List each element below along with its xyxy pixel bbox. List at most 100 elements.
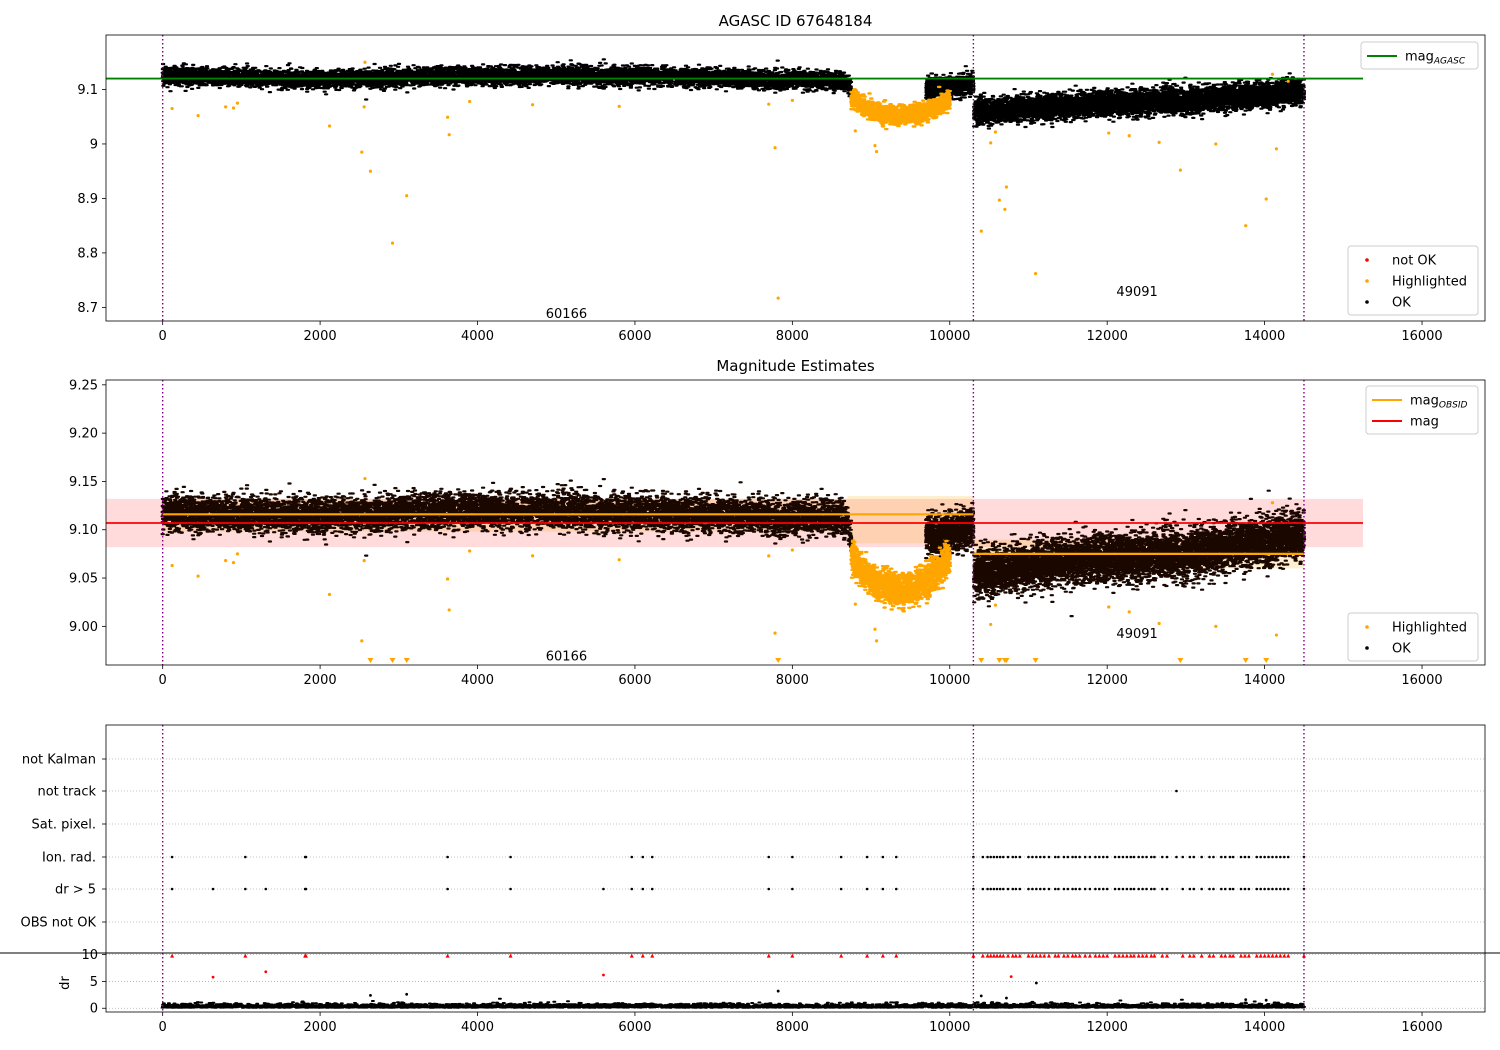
- highlighted-point: [1274, 147, 1279, 151]
- flag-point: [1255, 887, 1259, 891]
- flag-point: [1018, 855, 1022, 859]
- flag-point: [1113, 887, 1117, 891]
- flag-point: [1062, 855, 1066, 859]
- dr-high-point: [988, 953, 993, 958]
- flag-point: [767, 855, 771, 859]
- dr-high-point: [1211, 953, 1216, 958]
- highlighted-point: [231, 560, 236, 565]
- dr-high-point: [629, 953, 634, 958]
- flag-point: [211, 887, 215, 891]
- dr-high-point: [894, 953, 899, 958]
- legend-dot-swatch: [1365, 625, 1369, 629]
- y-tick-label: 9.1: [77, 83, 98, 98]
- x-tick-label: 10000: [929, 673, 970, 688]
- dr-high-point: [839, 953, 844, 958]
- below-range-marker: [403, 658, 410, 663]
- below-range-marker: [1003, 658, 1010, 663]
- flag-point: [995, 887, 999, 891]
- flag-point: [1141, 887, 1144, 891]
- flag-point: [1263, 887, 1266, 891]
- panel-magnitude-estimates: Magnitude Estimates 60166 49091 0 2000 4000 60…: [69, 357, 1486, 688]
- dr-high-point: [1278, 953, 1283, 958]
- legend-label-base: mag: [1405, 50, 1434, 65]
- dr-high-point: [1065, 953, 1070, 958]
- flag-point: [1212, 855, 1215, 859]
- dr-point: [602, 973, 605, 977]
- x-tick-label: 16000: [1401, 329, 1442, 344]
- dr-high-point: [1231, 953, 1236, 958]
- flag-point: [1125, 855, 1129, 859]
- flag-point: [992, 855, 996, 859]
- dr-high-point: [1034, 953, 1039, 958]
- flag-point: [1074, 855, 1078, 859]
- obsid-label: 49091: [1116, 285, 1157, 300]
- dr-tick-label: 0: [90, 1002, 98, 1017]
- highlighted-point: [1286, 79, 1290, 83]
- axes-frame: [105, 379, 1486, 666]
- dr-high-point: [1131, 953, 1136, 958]
- dr-high-point: [1013, 953, 1018, 958]
- flag-point: [1031, 855, 1034, 859]
- dr-point: [211, 975, 215, 979]
- dr-high-point: [1149, 953, 1154, 958]
- legend-label: OK: [1392, 296, 1411, 311]
- highlighted-point: [1157, 621, 1161, 626]
- flag-point: [1006, 887, 1010, 891]
- flag-point: [1071, 855, 1074, 859]
- x-tick-label: 8000: [776, 329, 809, 344]
- flag-point: [1247, 855, 1251, 859]
- flag-point: [1243, 855, 1247, 859]
- dr-high-point: [1120, 953, 1125, 958]
- x-tick-label: 2000: [304, 673, 337, 688]
- dr-high-point: [1056, 953, 1061, 958]
- legend-label: Highlighted: [1392, 621, 1467, 636]
- flag-point: [1275, 887, 1278, 891]
- legend-box: [1347, 612, 1479, 662]
- category-label: OBS not OK: [21, 916, 97, 931]
- dr-high-point: [998, 953, 1003, 958]
- x-tick-label: 0: [159, 329, 167, 344]
- x-tick-label: 0: [159, 673, 167, 688]
- flag-point: [1035, 855, 1038, 859]
- highlighted-point: [446, 577, 450, 581]
- obsid-label: 60166: [546, 649, 587, 664]
- legend-label: Highlighted: [1392, 275, 1467, 290]
- below-range-marker: [1177, 658, 1184, 663]
- flag-point: [981, 855, 985, 859]
- highlighted-point: [773, 146, 777, 150]
- x-tick-label: 4000: [461, 329, 494, 344]
- highlighted-point: [773, 631, 777, 635]
- highlighted-point: [853, 129, 857, 133]
- flag-point: [244, 855, 247, 859]
- flag-point: [1129, 855, 1133, 859]
- flag-point: [446, 855, 449, 859]
- highlighted-point: [853, 602, 857, 606]
- flag-point: [865, 887, 869, 891]
- flag-point: [1188, 887, 1192, 891]
- category-label: not track: [37, 785, 96, 800]
- y-tick-label: 8.8: [77, 246, 98, 261]
- legend-label: magOBSID: [1410, 394, 1468, 411]
- flag-point: [1141, 855, 1144, 859]
- highlighted-point: [1270, 501, 1275, 505]
- dr-high-point: [1242, 953, 1247, 958]
- flag-point: [1165, 887, 1169, 891]
- highlighted-point: [993, 130, 998, 134]
- highlighted-point: [235, 552, 240, 556]
- flag-point: [1001, 887, 1005, 891]
- flag-point: [998, 887, 1002, 891]
- highlighted-point: [446, 115, 450, 119]
- flag-point: [1105, 855, 1109, 859]
- x-tick-label: 6000: [618, 673, 651, 688]
- dr-high-point: [1083, 953, 1088, 958]
- flag-point: [1137, 855, 1140, 859]
- flag-point: [1053, 855, 1057, 859]
- below-range-marker: [996, 658, 1003, 663]
- flag-point: [1212, 887, 1215, 891]
- flag-point: [1113, 855, 1117, 859]
- highlighted-point: [617, 558, 621, 562]
- highlighted-point: [170, 106, 174, 111]
- flag-point: [1027, 855, 1030, 859]
- dr-point: [405, 992, 409, 996]
- flag-point: [1047, 887, 1051, 891]
